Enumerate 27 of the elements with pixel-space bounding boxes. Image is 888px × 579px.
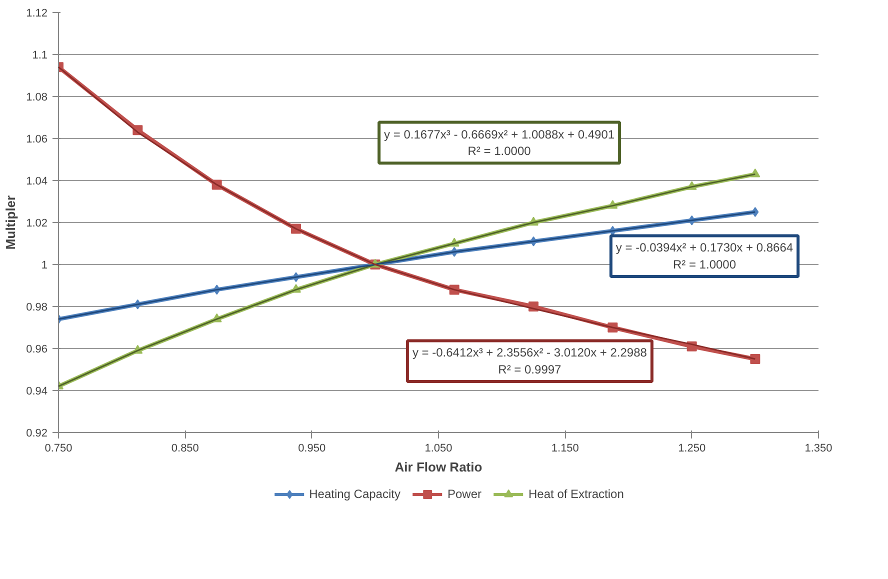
legend-label: Power: [447, 487, 482, 501]
y-tick-label: 1: [41, 260, 48, 272]
y-tick-label: 1.08: [26, 92, 48, 104]
y-tick-label: 1.06: [26, 134, 48, 146]
point: [750, 354, 760, 364]
annotation: y = -0.6412x³ + 2.3556x² - 3.0120x + 2.2988 R² = 0.9997: [412, 346, 648, 376]
legend-label: Heating Capacity: [309, 487, 400, 501]
x-tick-label: 1.050: [424, 442, 452, 454]
y-tick-label: 0.94: [26, 386, 48, 398]
annotation: y = 0.1677x³ - 0.6669x² + 1.0088x + 0.4901 R² = 1.0000: [384, 127, 615, 158]
y-axis-title: Multipler: [3, 195, 18, 250]
legend-label: Heat of Extraction: [528, 487, 624, 501]
y-tick-label: 0.96: [26, 344, 48, 356]
y-tick-label: 1.1: [32, 50, 48, 62]
y-tick-label: 0.92: [26, 428, 48, 440]
x-tick-label: 1.150: [551, 442, 579, 454]
y-tick-label: 1.02: [26, 218, 48, 230]
x-tick-label: 1.350: [804, 442, 832, 454]
x-tick-label: 0.850: [171, 442, 199, 454]
x-tick-label: 0.750: [44, 442, 72, 454]
y-tick-label: 1.04: [26, 176, 48, 188]
x-tick-label: 1.250: [678, 442, 706, 454]
y-tick-label: 1.12: [26, 8, 48, 20]
annotation: y = -0.0394x² + 0.1730x + 0.8664 R² = 1.0000: [616, 240, 794, 272]
x-tick-label: 0.950: [298, 442, 326, 454]
y-tick-label: 0.98: [26, 302, 48, 314]
x-axis-title: Air Flow Ratio: [394, 460, 482, 474]
